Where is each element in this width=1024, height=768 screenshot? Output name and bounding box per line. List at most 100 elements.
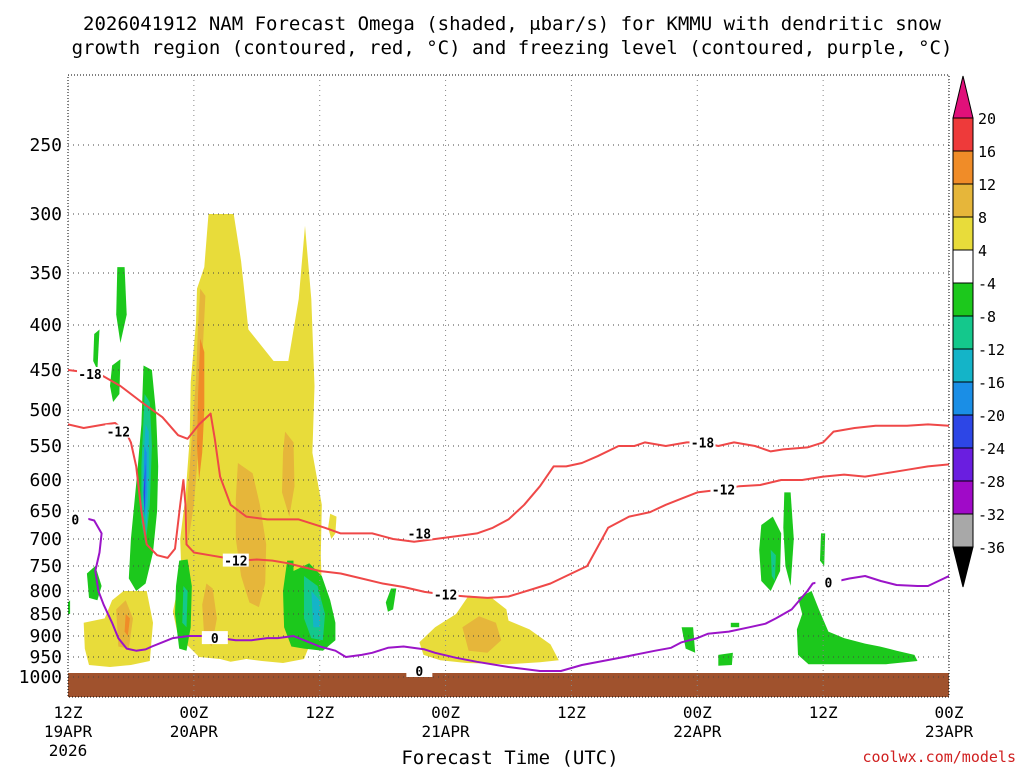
- colorbar-top-arrow: [952, 75, 974, 119]
- colorbar-bin-6: [952, 315, 974, 350]
- y-tick-label-650: 650: [29, 501, 62, 522]
- contour-label-0-bg: [77, 367, 104, 380]
- freezing-label-2-bg: [406, 664, 433, 677]
- freezing-label-0-bg: [68, 512, 89, 526]
- colorbar-label-2: 12: [978, 176, 996, 194]
- contour-label-1: -18: [408, 527, 432, 542]
- omega-area-0: [172, 214, 322, 663]
- omega-area-33: [820, 533, 826, 566]
- plot-frame: [67, 74, 950, 698]
- omega-area-11: [328, 513, 337, 539]
- x-tick-label-84: 00Z: [935, 703, 964, 722]
- colorbar-label-1: 16: [978, 143, 996, 161]
- omega-area-15: [93, 329, 100, 370]
- contour-label-2: -18: [691, 436, 715, 451]
- contour-label-6-bg: [710, 482, 737, 496]
- omega-area-28: [311, 591, 320, 628]
- omega-area-10: [462, 616, 502, 653]
- y-tick-label-300: 300: [29, 204, 62, 225]
- colorbar-bin-8: [952, 381, 974, 416]
- credit-text: coolwx.com/models: [862, 748, 1016, 766]
- x-tick-date-84: 23APR: [925, 722, 974, 741]
- x-tick-label-36: 00Z: [431, 703, 460, 722]
- y-tick-label-350: 350: [29, 263, 62, 284]
- contour-label-5: -12: [434, 589, 457, 604]
- omega-area-13: [974, 647, 988, 658]
- x-tick-date-36: 21APR: [421, 722, 470, 741]
- colorbar-bottom-arrow: [952, 546, 974, 588]
- omega-area-14: [116, 267, 127, 343]
- y-tick-label-950: 950: [29, 647, 62, 668]
- colorbar-label-6: -8: [978, 308, 996, 326]
- y-tick-label-800: 800: [29, 581, 62, 602]
- x-tick-label-48: 12Z: [557, 703, 586, 722]
- contour-label-6: -12: [712, 483, 735, 498]
- freezing-label-0: 0: [71, 513, 79, 528]
- x-tick-date-12: 20APR: [170, 722, 219, 741]
- colorbar-bin-7: [952, 348, 974, 383]
- omega-area-35: [730, 622, 740, 628]
- contour-label-1-bg: [406, 526, 433, 540]
- plot-area: -18 -18 -18 -12 -12 -12 -12 0 0 0 0: [67, 74, 988, 698]
- x-tick-date-60: 22APR: [673, 722, 722, 741]
- omega-area-5: [202, 583, 217, 647]
- omega-area-25: [182, 586, 188, 628]
- omega-area-2: [197, 338, 205, 480]
- contour-label-5-bg: [432, 587, 459, 601]
- contour-label-4-bg: [222, 553, 249, 567]
- x-tick-label-60: 00Z: [683, 703, 712, 722]
- colorbar-label-13: -36: [978, 539, 1005, 557]
- y-tick-label-450: 450: [29, 360, 62, 381]
- contour-label-3: -12: [107, 426, 130, 441]
- x-tick-label-72: 12Z: [809, 703, 838, 722]
- freezing-label-1-bg: [201, 631, 228, 645]
- colorbar-bin-11: [952, 480, 974, 515]
- colorbar-bin-12: [952, 513, 974, 548]
- colorbar: 20 16 12 8 4 -4 -8 -12 -16 -20 -24 -28 -32 -36: [952, 75, 1005, 588]
- contour-label-4: -12: [224, 555, 247, 570]
- y-tick-label-600: 600: [29, 470, 62, 491]
- colorbar-label-9: -20: [978, 407, 1005, 425]
- colorbar-bin-2: [952, 183, 974, 218]
- omega-shading: [68, 214, 988, 667]
- colorbar-label-8: -16: [978, 374, 1005, 392]
- omega-area-31: [770, 549, 776, 581]
- y-tick-label-250: 250: [29, 135, 62, 156]
- omega-area-4: [282, 431, 295, 517]
- omega-area-12: [954, 640, 962, 653]
- colorbar-label-3: 8: [978, 209, 987, 227]
- colorbar-label-12: -32: [978, 506, 1005, 524]
- y-tick-label-850: 850: [29, 604, 62, 625]
- x-tick-date-0: 19APR: [44, 722, 93, 741]
- y-tick-label-750: 750: [29, 556, 62, 577]
- contour-label-3-bg: [105, 424, 132, 438]
- omega-area-34: [796, 591, 918, 665]
- omega-area-23: [68, 600, 71, 614]
- contour--18: [68, 369, 949, 543]
- x-tick-label-24: 12Z: [305, 703, 334, 722]
- omega-area-29: [385, 588, 397, 612]
- temperature-contours: -18 -18 -18 -12 -12 -12 -12 0 0 0 0: [68, 367, 949, 680]
- y-tick-label-900: 900: [29, 626, 62, 647]
- colorbar-label-5: -4: [978, 275, 996, 293]
- colorbar-bin-0: [952, 117, 974, 152]
- x-tick-year-0: 2026: [49, 741, 88, 760]
- x-axis-label: Forecast Time (UTC): [401, 747, 618, 768]
- colorbar-bin-5: [952, 282, 974, 317]
- freezing-label-3-bg: [815, 575, 842, 589]
- y-axis-ticks: 2503003504004505005506006507007508008509…: [19, 135, 62, 688]
- colorbar-label-0: 20: [978, 110, 996, 128]
- y-tick-label-500: 500: [29, 400, 62, 421]
- omega-area-16: [110, 359, 121, 402]
- contour-label-0: -18: [78, 368, 102, 383]
- colorbar-bin-9: [952, 414, 974, 449]
- grid: [68, 75, 949, 697]
- colorbar-bin-1: [952, 150, 974, 185]
- omega-area-37: [718, 652, 733, 666]
- freezing-label-2: 0: [415, 665, 423, 680]
- y-tick-label-1000: 1000: [19, 667, 62, 688]
- colorbar-bin-3: [952, 216, 974, 251]
- omega-area-8: [124, 614, 130, 636]
